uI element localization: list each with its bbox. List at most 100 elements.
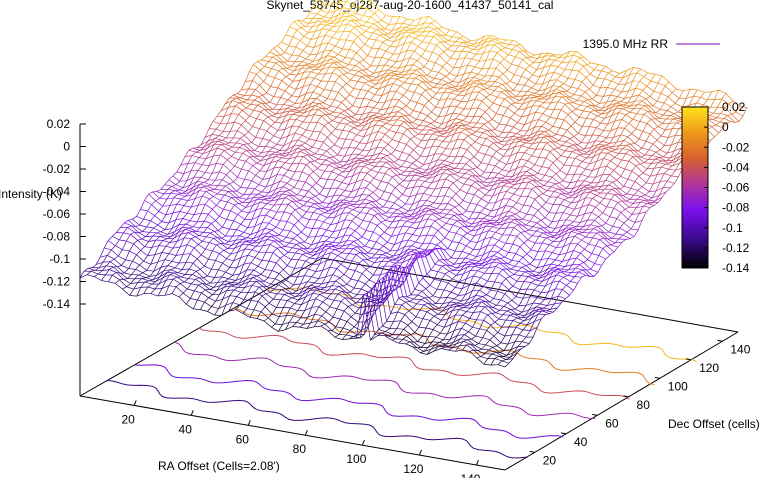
mesh-segment (619, 104, 627, 109)
mesh-segment (551, 247, 557, 253)
mesh-segment (395, 85, 401, 92)
mesh-segment (547, 59, 555, 61)
mesh-segment (420, 214, 426, 222)
mesh-segment (607, 150, 612, 154)
mesh-segment (461, 124, 470, 130)
mesh-segment (654, 73, 663, 77)
mesh-segment (382, 155, 388, 158)
mesh-segment (397, 152, 403, 160)
mesh-segment (513, 65, 519, 75)
mesh-segment (272, 180, 281, 185)
mesh-segment (493, 221, 501, 224)
mesh-segment (631, 94, 639, 98)
mesh-segment (429, 235, 435, 244)
mesh-segment (654, 166, 662, 169)
mesh-segment (379, 208, 387, 214)
mesh-segment (338, 174, 346, 178)
mesh-segment (420, 181, 425, 187)
mesh-segment (540, 220, 549, 228)
mesh-segment (395, 149, 403, 153)
mesh-segment (458, 155, 464, 164)
mesh-segment (263, 162, 272, 166)
mesh-segment (403, 78, 409, 83)
mesh-segment (412, 73, 420, 76)
mesh-segment (651, 201, 659, 204)
mesh-segment (405, 57, 411, 67)
mesh-segment (282, 149, 288, 155)
mesh-segment (277, 157, 283, 161)
mesh-segment (212, 121, 221, 125)
mesh-segment (421, 134, 426, 141)
mesh-segment (478, 223, 483, 230)
mesh-segment (480, 116, 489, 123)
mesh-segment (222, 139, 230, 144)
mesh-segment (284, 162, 293, 165)
mesh-segment (525, 177, 533, 181)
mesh-segment (603, 158, 611, 162)
mesh-segment (355, 216, 364, 221)
mesh-segment (581, 168, 586, 175)
mesh-segment (529, 96, 534, 102)
mesh-segment (200, 137, 206, 145)
mesh-segment (593, 190, 601, 194)
mesh-segment (313, 77, 322, 82)
mesh-segment (290, 61, 296, 68)
mesh-segment (555, 127, 561, 135)
mesh-segment (546, 186, 552, 191)
mesh-segment (569, 224, 577, 228)
mesh-segment (388, 83, 394, 93)
mesh-segment (384, 231, 392, 237)
mesh-segment (380, 173, 386, 182)
mesh-segment (598, 255, 606, 260)
mesh-segment (319, 148, 327, 152)
mesh-segment (645, 176, 651, 183)
mesh-segment (449, 218, 458, 222)
mesh-segment (400, 174, 408, 177)
mesh-segment (521, 181, 529, 184)
mesh-segment (315, 94, 321, 99)
mesh-segment (444, 40, 449, 43)
mesh-segment (536, 274, 544, 277)
mesh-segment (558, 265, 566, 267)
mesh-segment (392, 216, 397, 223)
mesh-segment (276, 166, 282, 175)
mesh-segment (227, 156, 232, 160)
mesh-segment (491, 113, 497, 120)
mesh-segment (285, 151, 291, 157)
mesh-segment (631, 88, 637, 97)
mesh-segment (492, 156, 500, 162)
mesh-segment (550, 228, 556, 234)
mesh-segment (533, 175, 542, 181)
mesh-segment (409, 57, 418, 61)
mesh-segment (263, 120, 272, 127)
mesh-segment (498, 115, 504, 125)
mesh-segment (438, 141, 443, 147)
mesh-segment (628, 160, 637, 166)
mesh-segment (571, 61, 577, 71)
mesh-segment (546, 108, 554, 111)
mesh-segment (464, 57, 472, 60)
mesh-segment (493, 44, 502, 50)
mesh-segment (416, 221, 422, 230)
mesh-segment (188, 186, 194, 194)
mesh-segment (413, 50, 422, 57)
mesh-segment (416, 155, 421, 161)
mesh-segment (561, 145, 570, 147)
mesh-segment (622, 195, 631, 200)
mesh-segment (286, 178, 292, 184)
mesh-segment (273, 160, 279, 169)
mesh-segment (623, 136, 629, 141)
mesh-segment (606, 199, 612, 207)
mesh-segment (611, 108, 616, 116)
mesh-segment (346, 1, 354, 6)
mesh-segment (670, 113, 675, 116)
mesh-segment (280, 129, 286, 139)
mesh-segment (620, 98, 625, 102)
mesh-segment (527, 195, 536, 200)
mesh-segment (486, 85, 492, 89)
mesh-segment (377, 57, 383, 67)
mesh-segment (452, 112, 460, 115)
mesh-segment (291, 95, 300, 98)
mesh-segment (441, 148, 447, 155)
mesh-segment (429, 42, 437, 46)
